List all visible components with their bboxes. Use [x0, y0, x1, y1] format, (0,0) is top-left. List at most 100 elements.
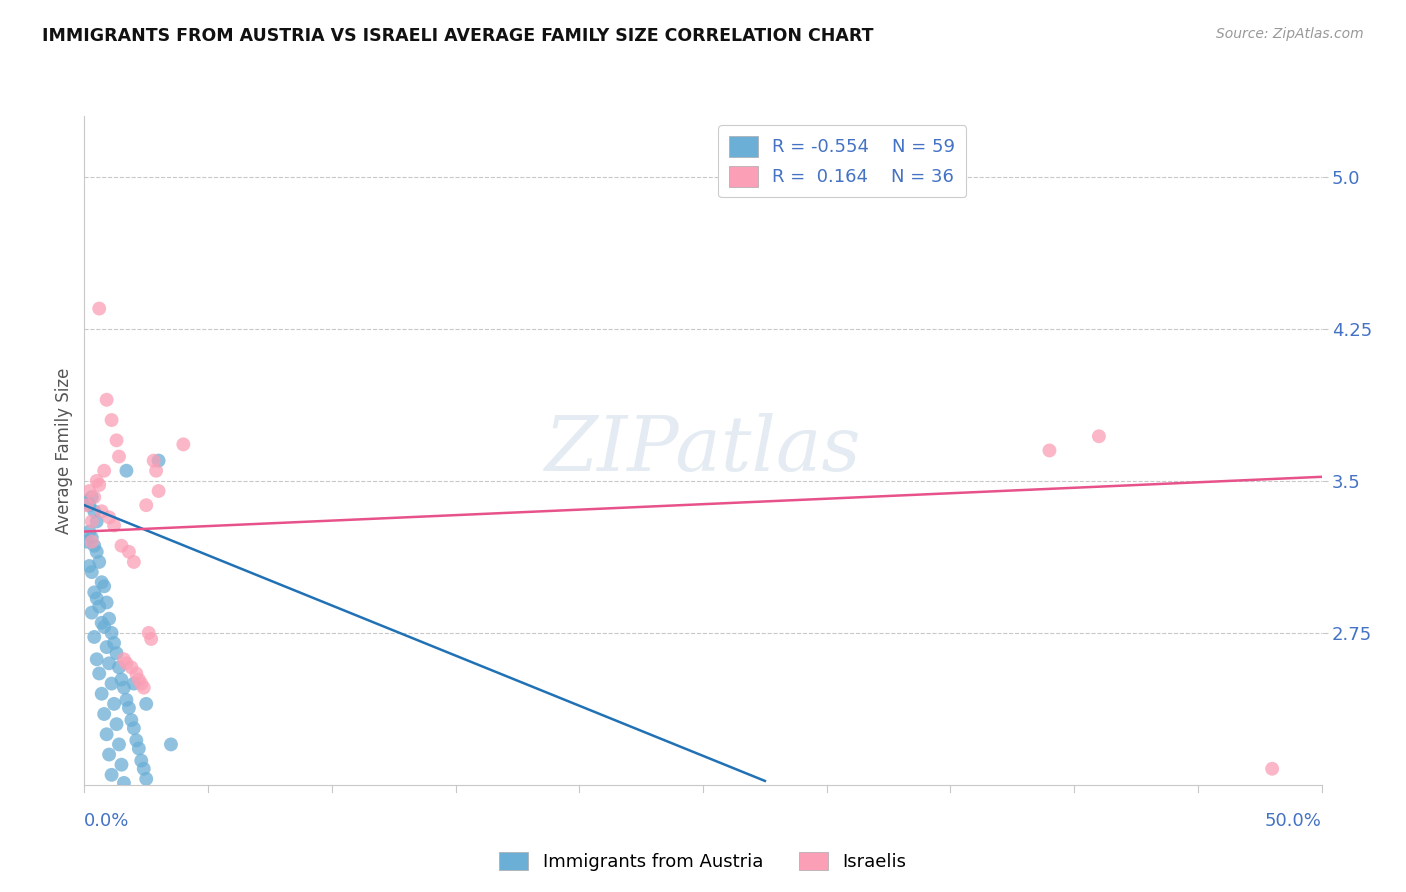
Point [112, 681, 135, 695]
Point [1261, 762, 1284, 776]
Point [86, 515, 108, 529]
Point [138, 626, 160, 640]
Point [76, 534, 98, 549]
Point [122, 555, 145, 569]
Point [1038, 443, 1060, 458]
Point [89, 478, 111, 492]
Point [96, 727, 118, 741]
Point [79, 524, 101, 539]
Point [100, 413, 122, 427]
Point [89, 666, 111, 681]
Point [93, 706, 115, 721]
Point [135, 498, 157, 512]
Point [86, 652, 108, 666]
Point [103, 518, 125, 533]
Point [120, 713, 142, 727]
Text: Source: ZipAtlas.com: Source: ZipAtlas.com [1216, 27, 1364, 41]
Point [93, 464, 115, 478]
Legend: R = -0.554    N = 59, R =  0.164    N = 36: R = -0.554 N = 59, R = 0.164 N = 36 [718, 125, 966, 197]
Point [100, 768, 122, 782]
Point [135, 772, 157, 786]
Point [132, 762, 155, 776]
Point [98, 747, 121, 762]
Point [112, 652, 135, 666]
Point [83, 504, 105, 518]
Point [125, 733, 148, 747]
Point [79, 483, 101, 498]
Point [103, 636, 125, 650]
Point [145, 464, 167, 478]
Point [115, 657, 138, 671]
Point [90, 575, 112, 590]
Point [98, 510, 121, 524]
Point [142, 453, 165, 467]
Point [93, 579, 115, 593]
Point [1088, 429, 1111, 443]
Y-axis label: Average Family Size: Average Family Size [55, 368, 73, 533]
Point [128, 741, 150, 756]
Point [80, 565, 103, 579]
Point [105, 646, 128, 660]
Point [132, 681, 155, 695]
Point [98, 612, 121, 626]
Point [172, 437, 194, 451]
Point [83, 539, 105, 553]
Point [110, 757, 132, 772]
Point [83, 630, 105, 644]
Point [118, 701, 141, 715]
Point [122, 676, 145, 690]
Point [80, 534, 103, 549]
Point [80, 515, 103, 529]
Point [86, 591, 108, 606]
Point [135, 697, 157, 711]
Point [83, 490, 105, 504]
Point [105, 434, 128, 448]
Point [76, 494, 98, 508]
Point [98, 657, 121, 671]
Point [110, 673, 132, 687]
Point [86, 545, 108, 559]
Point [80, 531, 103, 545]
Point [120, 660, 142, 674]
Point [86, 474, 108, 488]
Point [79, 498, 101, 512]
Point [96, 595, 118, 609]
Point [141, 632, 163, 646]
Point [90, 687, 112, 701]
Point [80, 490, 103, 504]
Point [118, 545, 141, 559]
Point [90, 615, 112, 630]
Point [93, 620, 115, 634]
Point [108, 660, 131, 674]
Point [122, 721, 145, 735]
Point [148, 483, 170, 498]
Point [125, 666, 148, 681]
Point [115, 693, 138, 707]
Point [129, 754, 152, 768]
Text: 50.0%: 50.0% [1265, 812, 1322, 830]
Point [108, 738, 131, 752]
Point [110, 539, 132, 553]
Point [129, 676, 152, 690]
Text: IMMIGRANTS FROM AUSTRIA VS ISRAELI AVERAGE FAMILY SIZE CORRELATION CHART: IMMIGRANTS FROM AUSTRIA VS ISRAELI AVERA… [42, 27, 873, 45]
Text: 0.0%: 0.0% [84, 812, 129, 830]
Point [89, 599, 111, 614]
Point [100, 676, 122, 690]
Point [160, 738, 183, 752]
Point [89, 301, 111, 316]
Point [148, 453, 170, 467]
Point [115, 464, 138, 478]
Point [112, 776, 135, 790]
Point [79, 559, 101, 574]
Point [90, 504, 112, 518]
Point [80, 606, 103, 620]
Point [83, 585, 105, 599]
Text: ZIPatlas: ZIPatlas [544, 414, 862, 487]
Point [96, 392, 118, 407]
Point [89, 555, 111, 569]
Point [105, 717, 128, 731]
Legend: Immigrants from Austria, Israelis: Immigrants from Austria, Israelis [492, 845, 914, 879]
Point [108, 450, 131, 464]
Point [76, 498, 98, 512]
Point [100, 626, 122, 640]
